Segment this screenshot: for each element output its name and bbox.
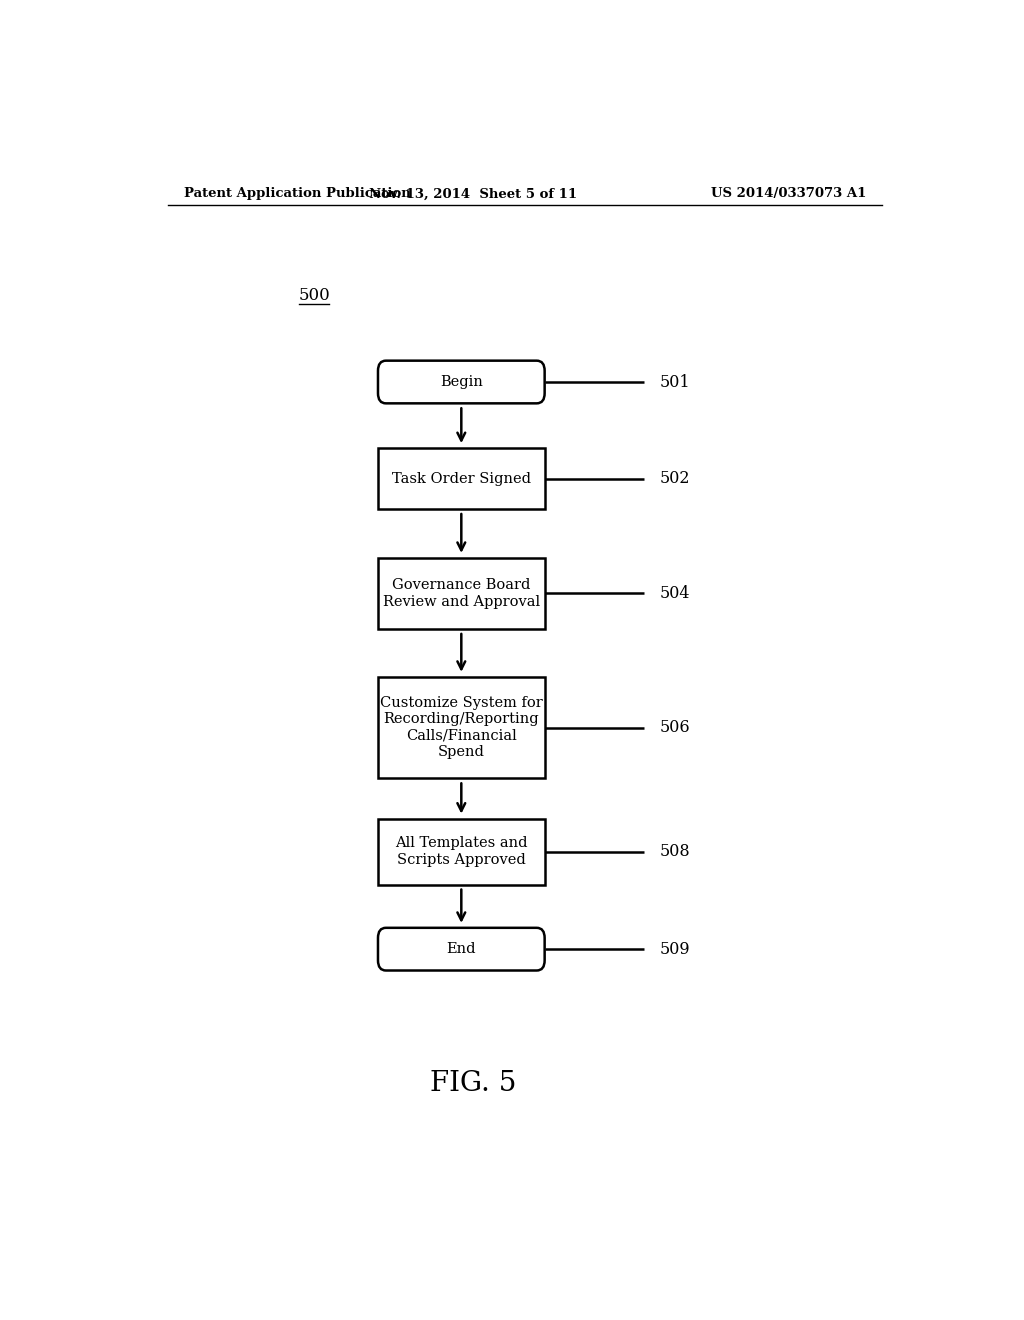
Text: US 2014/0337073 A1: US 2014/0337073 A1 (711, 187, 866, 201)
Text: FIG. 5: FIG. 5 (430, 1069, 516, 1097)
Text: Customize System for
Recording/Reporting
Calls/Financial
Spend: Customize System for Recording/Reporting… (380, 696, 543, 759)
Bar (378, 677, 545, 779)
Text: Patent Application Publication: Patent Application Publication (183, 187, 411, 201)
Text: 501: 501 (659, 374, 690, 391)
Text: Governance Board
Review and Approval: Governance Board Review and Approval (383, 578, 540, 609)
Bar (378, 447, 545, 510)
Text: 502: 502 (659, 470, 690, 487)
Text: 506: 506 (659, 719, 690, 737)
Text: End: End (446, 942, 476, 956)
Text: Nov. 13, 2014  Sheet 5 of 11: Nov. 13, 2014 Sheet 5 of 11 (370, 187, 578, 201)
FancyBboxPatch shape (378, 360, 545, 404)
Text: 508: 508 (659, 843, 690, 861)
Text: Begin: Begin (440, 375, 482, 389)
Text: All Templates and
Scripts Approved: All Templates and Scripts Approved (395, 837, 527, 867)
Text: 500: 500 (299, 288, 331, 304)
Bar (378, 818, 545, 884)
FancyBboxPatch shape (378, 928, 545, 970)
Text: Task Order Signed: Task Order Signed (392, 471, 530, 486)
Text: 504: 504 (659, 585, 690, 602)
Text: 509: 509 (659, 941, 690, 957)
Bar (378, 558, 545, 630)
